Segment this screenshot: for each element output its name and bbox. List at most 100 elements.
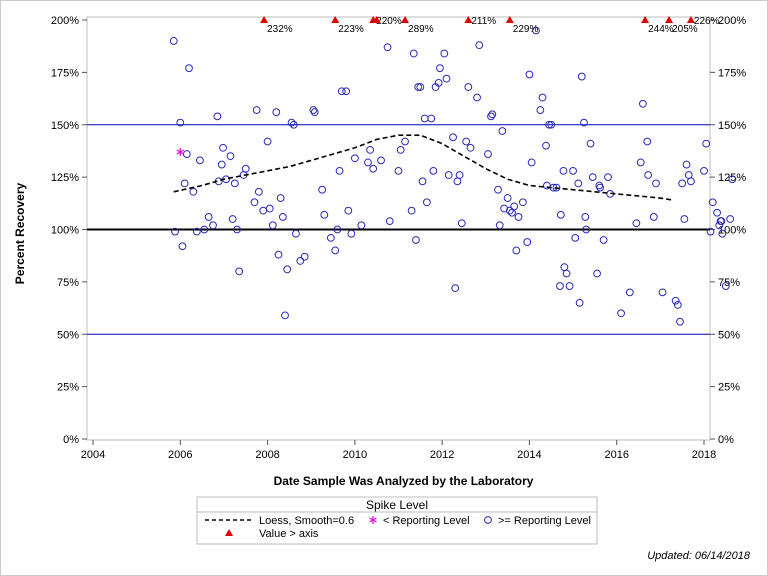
- data-point-circle: [278, 213, 287, 221]
- data-point-circle: [593, 269, 601, 278]
- data-point-circle: [377, 156, 385, 165]
- data-point-circle: [333, 225, 342, 234]
- overflow-value-label: 223%: [338, 24, 364, 35]
- legend-symbol-asterisk: [369, 517, 377, 523]
- data-point-circle: [715, 221, 724, 230]
- data-point-circle: [700, 166, 708, 175]
- data-point-circle: [418, 177, 427, 186]
- data-point-circle: [366, 145, 375, 154]
- data-point-circle: [228, 215, 237, 223]
- data-point-circle: [337, 87, 346, 96]
- data-point-circle: [259, 206, 268, 215]
- x-tick-label: 2006: [168, 449, 192, 461]
- data-point-circle: [556, 282, 564, 290]
- data-point-circle: [331, 246, 340, 255]
- data-point-circle: [436, 64, 444, 73]
- data-point-circle: [326, 233, 335, 242]
- y-tick-label-right: 125%: [718, 172, 746, 184]
- data-point-triangle: [665, 16, 674, 23]
- legend-box: [196, 496, 598, 545]
- data-point-circle: [713, 208, 721, 217]
- y-tick-label-left: 175%: [51, 67, 79, 79]
- y-tick-label-left: 75%: [57, 277, 79, 289]
- data-point-circle: [189, 187, 198, 196]
- data-point-circle: [632, 219, 641, 228]
- data-point-circle: [407, 206, 416, 215]
- data-point-circle: [268, 221, 277, 230]
- data-point-circle: [342, 87, 351, 96]
- data-point-circle: [494, 185, 502, 194]
- y-tick-label-left: 125%: [51, 172, 79, 184]
- data-point-circle: [357, 221, 366, 230]
- data-point-circle: [586, 139, 595, 148]
- data-point-circle: [241, 164, 250, 173]
- data-point-circle: [230, 179, 239, 188]
- data-point-circle: [676, 317, 684, 326]
- data-point-circle: [503, 194, 512, 202]
- data-point-circle: [560, 263, 569, 272]
- data-point-circle: [451, 284, 460, 293]
- data-point-circle: [310, 108, 319, 117]
- data-point-circle: [422, 198, 431, 207]
- data-point-circle: [487, 112, 495, 121]
- data-point-circle: [440, 49, 449, 58]
- x-axis-title: Date Sample Was Analyzed by the Laborato…: [274, 474, 534, 488]
- data-point-circle: [292, 229, 300, 238]
- data-point-circle: [200, 225, 209, 234]
- data-point-circle: [318, 185, 327, 194]
- data-points: 232% 223% 220% 289% 211% 229% 244%205%226%: [169, 16, 737, 326]
- data-point-circle: [582, 225, 591, 234]
- data-point-circle: [457, 219, 466, 228]
- data-point-circle: [523, 238, 532, 246]
- data-point-circle: [209, 221, 217, 230]
- legend-label-below-reporting: < Reporting Level: [383, 515, 470, 527]
- data-point-circle: [394, 166, 403, 175]
- data-point-circle: [577, 72, 586, 81]
- data-point-circle: [532, 26, 540, 35]
- data-point-circle: [726, 215, 735, 223]
- y-tick-label-left: 100%: [51, 225, 79, 237]
- data-point-triangle: [260, 16, 269, 23]
- data-point-circle: [409, 49, 418, 58]
- data-point-circle: [680, 215, 689, 223]
- data-point-circle: [281, 311, 289, 320]
- data-point-circle: [250, 198, 259, 207]
- y-tick-label-left: 25%: [57, 382, 79, 394]
- data-point-triangle: [372, 16, 381, 23]
- data-point-triangle: [401, 16, 410, 23]
- data-point-circle: [429, 166, 438, 175]
- data-point-circle: [192, 227, 201, 236]
- data-point-circle: [401, 137, 409, 146]
- data-point-circle: [182, 150, 191, 158]
- y-axis-title: Percent Recovery: [13, 182, 27, 284]
- loess-curve: [173, 134, 674, 201]
- data-point-circle: [495, 221, 504, 230]
- data-point-circle: [545, 120, 553, 129]
- data-point-circle: [263, 137, 272, 146]
- data-point-circle: [684, 171, 693, 179]
- data-point-circle: [289, 120, 298, 129]
- data-point-circle: [702, 139, 711, 148]
- data-point-circle: [488, 110, 497, 119]
- y-tick-label-left: 200%: [51, 15, 79, 27]
- overflow-value-label: 232%: [267, 24, 293, 35]
- data-point-circle: [580, 118, 588, 127]
- data-point-circle: [320, 210, 329, 219]
- data-point-circle: [678, 179, 687, 188]
- y-tick-label-right: 50%: [718, 329, 740, 341]
- data-point-circle: [396, 145, 405, 154]
- data-point-triangle: [641, 16, 650, 23]
- data-point-circle: [434, 78, 443, 87]
- data-point-circle: [283, 265, 292, 274]
- data-point-triangle: [686, 16, 695, 23]
- x-tick-label: 2018: [692, 449, 716, 461]
- data-point-circle: [464, 83, 473, 91]
- data-point-circle: [276, 194, 285, 202]
- y-tick-label-right: 75%: [718, 277, 740, 289]
- data-point-circle: [254, 187, 263, 196]
- y-tick-label-right: 0%: [718, 434, 734, 446]
- data-point-circle: [383, 43, 392, 52]
- data-point-circle: [171, 227, 179, 236]
- asterisk-stroke: [176, 149, 185, 155]
- data-point-circle: [538, 93, 547, 102]
